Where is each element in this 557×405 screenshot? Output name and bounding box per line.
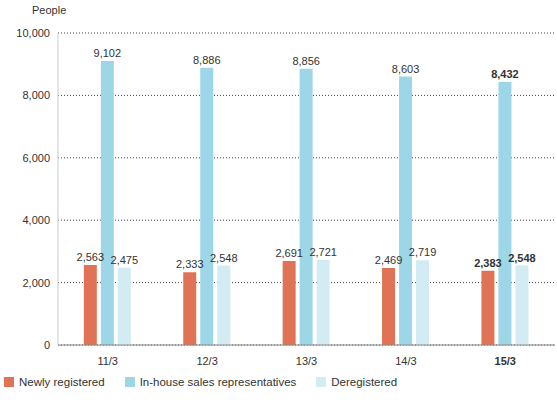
svg-text:2,563: 2,563 (77, 251, 105, 263)
svg-text:2,000: 2,000 (22, 277, 50, 289)
svg-text:2,383: 2,383 (474, 257, 502, 269)
html-text:In-house sales representatives: In-house sales representatives (139, 376, 297, 388)
svg-text:10,000: 10,000 (16, 27, 50, 39)
svg-text:8,000: 8,000 (22, 89, 50, 101)
svg-text:2,333: 2,333 (176, 258, 204, 270)
html-text:Newly registered: Newly registered (19, 376, 105, 388)
svg-text:13/3: 13/3 (296, 355, 317, 367)
svg-text:6,000: 6,000 (22, 152, 50, 164)
svg-text:12/3: 12/3 (196, 355, 217, 367)
svg-text:2,691: 2,691 (275, 247, 303, 259)
svg-text:2,721: 2,721 (309, 246, 337, 258)
svg-text:9,102: 9,102 (94, 47, 122, 59)
svg-text:11/3: 11/3 (97, 355, 118, 367)
svg-text:8,432: 8,432 (491, 68, 519, 80)
svg-text:2,719: 2,719 (409, 246, 437, 258)
svg-text:2,548: 2,548 (210, 252, 238, 264)
svg-text:8,886: 8,886 (193, 54, 221, 66)
html-text:People: People (32, 4, 67, 16)
svg-text:0: 0 (44, 339, 50, 351)
svg-text:8,856: 8,856 (292, 55, 320, 67)
svg-text:4,000: 4,000 (22, 214, 50, 226)
svg-text:14/3: 14/3 (395, 355, 416, 367)
svg-text:8,603: 8,603 (392, 63, 420, 75)
html-text:Deregistered: Deregistered (331, 376, 398, 388)
svg-text:15/3: 15/3 (495, 355, 516, 367)
svg-text:2,475: 2,475 (111, 254, 139, 266)
svg-text:2,469: 2,469 (375, 254, 403, 266)
svg-text:2,548: 2,548 (508, 252, 536, 264)
